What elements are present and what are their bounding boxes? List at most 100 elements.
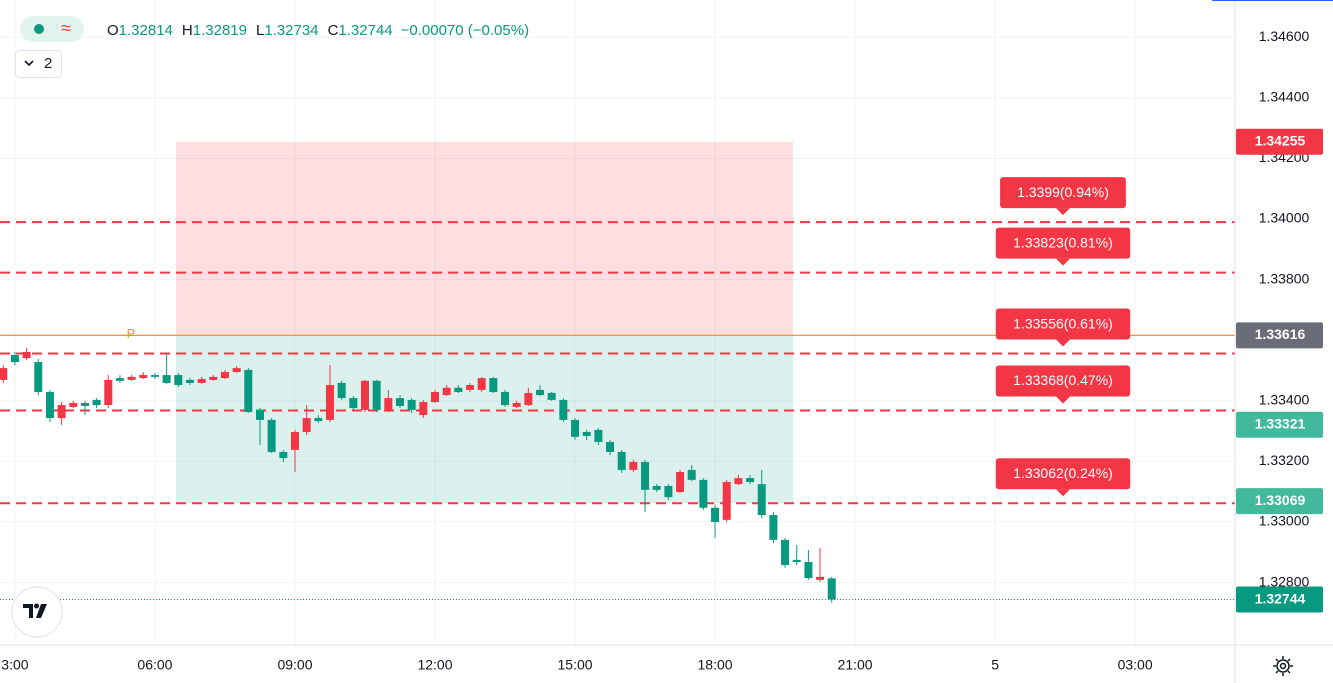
x-tick-label: 5 — [991, 657, 999, 673]
price-line-label-notch — [1056, 258, 1070, 266]
candle-body — [150, 375, 159, 377]
candle-body — [442, 387, 451, 396]
market-dot — [34, 24, 44, 34]
candle-body — [769, 515, 778, 540]
candle-body — [816, 576, 825, 580]
candle-body — [524, 392, 533, 406]
candle-body — [255, 409, 264, 420]
candle-body — [547, 392, 556, 400]
price-axis-label-box — [1236, 488, 1323, 515]
price-line-label: 1.33062(0.24%) — [1013, 465, 1113, 481]
candle-body — [804, 561, 813, 579]
x-tick-label: 21:00 — [838, 657, 873, 673]
candle-body — [781, 539, 790, 566]
candle-body — [162, 375, 171, 383]
price-line-label: 1.3399(0.94%) — [1017, 184, 1109, 200]
x-tick-label: 15:00 — [558, 657, 593, 673]
candle-body — [501, 392, 510, 406]
y-tick-label: 1.33000 — [1259, 513, 1310, 529]
candle-body — [711, 507, 720, 522]
candle-body — [722, 482, 731, 520]
y-tick-label: 1.34400 — [1259, 89, 1310, 105]
logo-dot — [34, 603, 39, 609]
candle-body — [267, 419, 276, 453]
price-axis-label: 1.33069 — [1255, 492, 1306, 508]
entry-label: P — [127, 326, 136, 341]
ohlc-value: 1.32734 — [264, 22, 318, 39]
candle-body — [232, 368, 241, 373]
candle-body — [45, 392, 54, 419]
grid — [0, 0, 1235, 645]
ohlc-change: −0.00070 (−0.05%) — [401, 22, 529, 39]
price-line-label: 1.33368(0.47%) — [1013, 372, 1113, 388]
ohlc-value: 1.32744 — [338, 22, 392, 39]
candle-body — [477, 378, 486, 390]
ohlc-key: H — [182, 22, 193, 39]
candle-body — [197, 379, 206, 383]
price-axis-label: 1.33321 — [1255, 415, 1306, 431]
price-line-label-notch — [1056, 339, 1070, 347]
delay-icon: ≈ — [61, 18, 71, 38]
logo-icon — [23, 604, 47, 618]
candle-body — [407, 399, 416, 410]
x-tick-label: 18:00 — [698, 657, 733, 673]
x-tick-label: 3:00 — [1, 657, 28, 673]
candle-body — [104, 379, 113, 406]
candle-body — [734, 478, 743, 485]
candle-body — [571, 419, 580, 437]
candle-body — [594, 429, 603, 443]
indicators-count: 2 — [44, 55, 52, 72]
y-tick-label: 1.33400 — [1259, 392, 1310, 408]
candle-body — [69, 402, 78, 407]
candle-body — [349, 398, 358, 409]
candle-body — [57, 405, 66, 419]
candle-body — [92, 399, 101, 406]
candle-body — [395, 398, 404, 406]
candle-body — [127, 376, 136, 380]
candle-body — [22, 352, 31, 359]
candle-body — [302, 418, 311, 433]
y-tick-label: 1.33800 — [1259, 270, 1310, 286]
price-line-label-box — [995, 308, 1131, 340]
settings-icon[interactable] — [1273, 656, 1293, 676]
price-line-label-box — [995, 365, 1131, 397]
candle-body — [0, 368, 8, 380]
ohlc-value: 1.32814 — [119, 22, 173, 39]
price-line-label: 1.33823(0.81%) — [1013, 234, 1113, 250]
candle-body — [337, 382, 346, 399]
x-tick-label: 06:00 — [137, 657, 172, 673]
y-tick-label: 1.32800 — [1259, 573, 1310, 589]
price-line-label-box — [1000, 177, 1126, 209]
candle-body — [220, 372, 229, 379]
ohlc-key: O — [107, 22, 119, 39]
candle-body — [174, 375, 183, 386]
candle-body — [512, 402, 521, 407]
candle-body — [582, 432, 591, 436]
ohlc-key: L — [256, 22, 264, 39]
price-axis-label: 1.34255 — [1255, 132, 1306, 148]
plot-area: P 1.3399(0.94%) 1.33823(0.81%) 1.33556(0.61… — [0, 141, 1235, 603]
candle-body — [372, 380, 381, 410]
chevron-icon — [24, 60, 34, 67]
target-zone — [175, 335, 793, 504]
candle-body — [10, 355, 19, 363]
candle-body — [384, 398, 393, 410]
candle-body — [466, 385, 475, 390]
candle-body — [244, 369, 253, 413]
candle-body — [419, 402, 428, 416]
axes: 3:00 06:00 09:00 12:00 15:00 18:00 21:00 5 03:00… — [1, 28, 1323, 673]
logo-badge[interactable] — [11, 586, 63, 638]
candle-body — [454, 387, 463, 393]
candle-body — [489, 378, 498, 393]
candle-body — [536, 389, 545, 396]
candle-body — [559, 399, 568, 420]
candle-body — [757, 484, 766, 516]
price-axis-label-box — [1236, 322, 1323, 349]
candle-body — [641, 462, 650, 490]
price-axis-label: 1.33616 — [1255, 326, 1306, 342]
candle-body — [746, 478, 755, 483]
y-tick-label: 1.34600 — [1259, 28, 1310, 44]
symbol-status[interactable] — [20, 16, 84, 42]
collapse-button[interactable] — [15, 50, 62, 78]
